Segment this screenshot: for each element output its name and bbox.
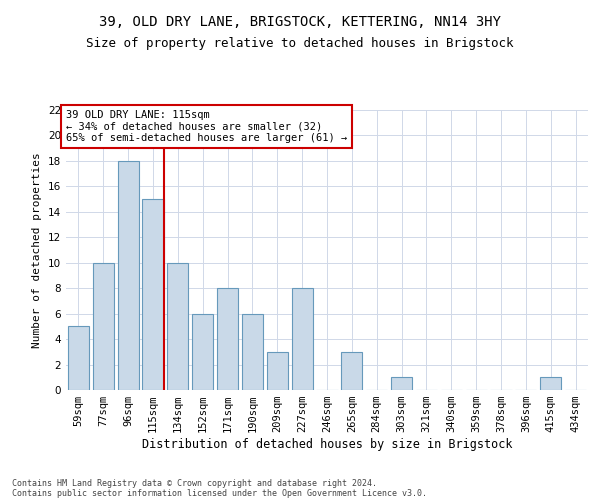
Bar	[267, 352, 288, 390]
Bar	[540, 378, 561, 390]
Bar	[292, 288, 313, 390]
Bar	[167, 262, 188, 390]
Bar	[391, 378, 412, 390]
Text: Size of property relative to detached houses in Brigstock: Size of property relative to detached ho…	[86, 38, 514, 51]
Bar	[242, 314, 263, 390]
Text: Contains public sector information licensed under the Open Government Licence v3: Contains public sector information licen…	[12, 488, 427, 498]
X-axis label: Distribution of detached houses by size in Brigstock: Distribution of detached houses by size …	[142, 438, 512, 451]
Text: Contains HM Land Registry data © Crown copyright and database right 2024.: Contains HM Land Registry data © Crown c…	[12, 478, 377, 488]
Bar	[93, 262, 114, 390]
Bar	[217, 288, 238, 390]
Bar	[68, 326, 89, 390]
Bar	[118, 161, 139, 390]
Bar	[341, 352, 362, 390]
Y-axis label: Number of detached properties: Number of detached properties	[32, 152, 43, 348]
Text: 39, OLD DRY LANE, BRIGSTOCK, KETTERING, NN14 3HY: 39, OLD DRY LANE, BRIGSTOCK, KETTERING, …	[99, 15, 501, 29]
Bar	[142, 199, 164, 390]
Bar	[192, 314, 213, 390]
Text: 39 OLD DRY LANE: 115sqm
← 34% of detached houses are smaller (32)
65% of semi-de: 39 OLD DRY LANE: 115sqm ← 34% of detache…	[66, 110, 347, 143]
